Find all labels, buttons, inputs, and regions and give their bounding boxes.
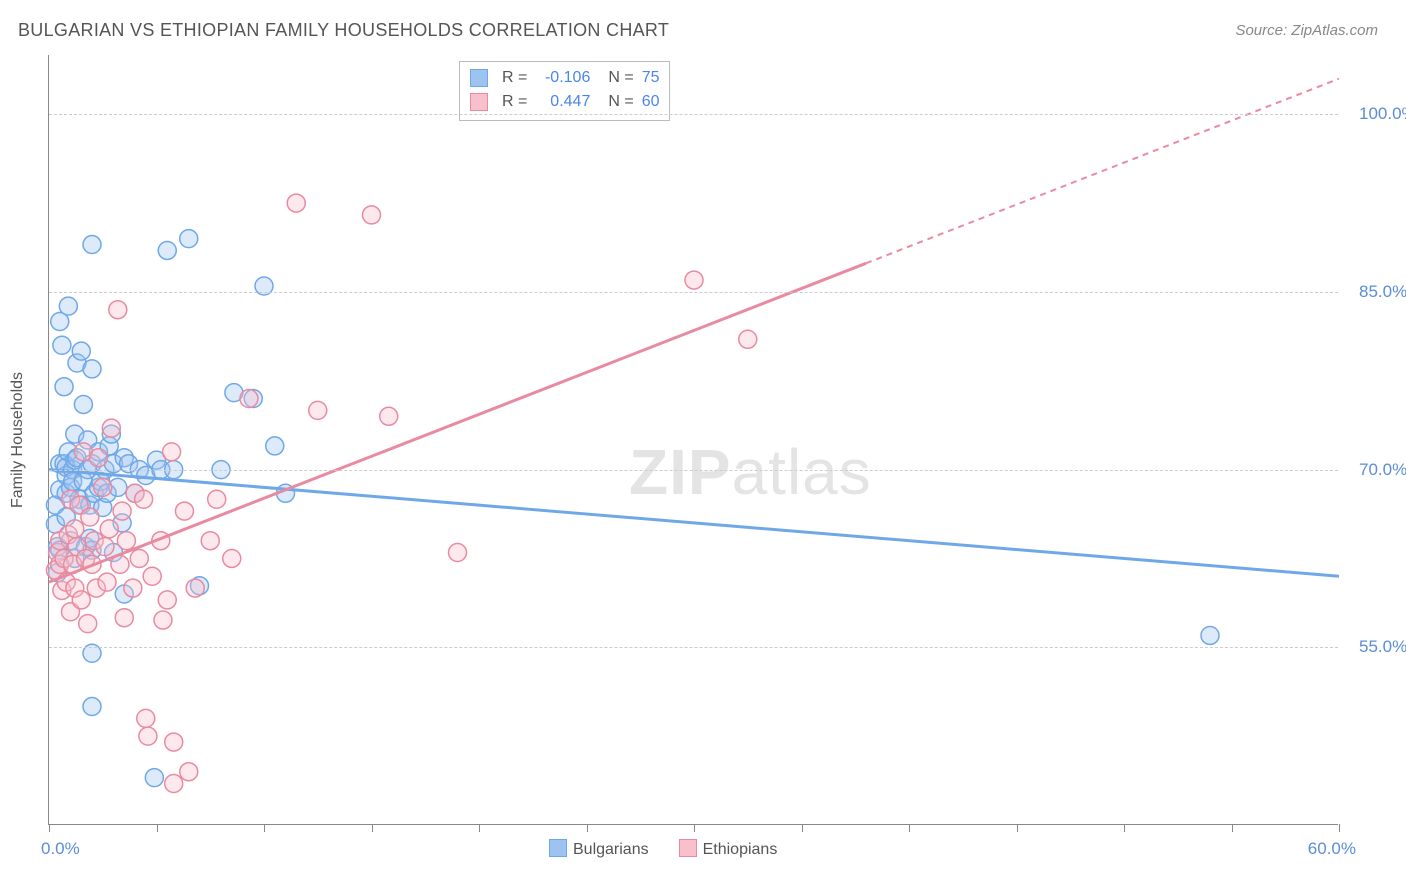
r-value-ethiopians: 0.447 [535,90,590,114]
x-tick [264,824,265,832]
data-point [180,763,198,781]
swatch-ethiopians [470,93,488,111]
data-point [96,538,114,556]
data-point [266,437,284,455]
x-tick [587,824,588,832]
stats-row-bulgarians: R = -0.106 N = 75 [470,66,659,90]
data-point [53,336,71,354]
chart-container: BULGARIAN VS ETHIOPIAN FAMILY HOUSEHOLDS… [0,0,1406,892]
data-point [363,206,381,224]
data-point [449,544,467,562]
data-point [72,342,90,360]
y-tick-label: 70.0% [1359,460,1406,480]
data-point [74,395,92,413]
data-point [163,443,181,461]
y-tick-label: 100.0% [1359,104,1406,124]
x-tick [1017,824,1018,832]
data-point [175,502,193,520]
data-point [109,301,127,319]
stats-legend: R = -0.106 N = 75 R = 0.447 N = 60 [459,61,670,121]
legend-item-bulgarians: Bulgarians [549,839,649,859]
gridline [49,647,1338,648]
data-point [139,727,157,745]
data-point [143,567,161,585]
swatch-ethiopians-bottom [679,839,697,857]
data-point [117,532,135,550]
data-point [115,609,133,627]
data-point [158,241,176,259]
y-tick-label: 55.0% [1359,637,1406,657]
x-tick [372,824,373,832]
gridline [49,292,1338,293]
x-tick-60: 60.0% [1308,839,1356,859]
data-point [113,502,131,520]
x-tick [1232,824,1233,832]
data-point [94,478,112,496]
stats-row-ethiopians: R = 0.447 N = 60 [470,90,659,114]
data-point [208,490,226,508]
x-tick [694,824,695,832]
data-point [180,230,198,248]
data-point [380,407,398,425]
data-point [287,194,305,212]
data-point [102,419,120,437]
data-point [124,579,142,597]
data-point [137,709,155,727]
data-point [165,775,183,793]
data-point [83,360,101,378]
trend-line [49,263,866,582]
x-tick [1124,824,1125,832]
scatter-svg [49,55,1338,824]
gridline [49,114,1338,115]
trend-line [49,470,1339,577]
data-point [130,549,148,567]
data-point [223,549,241,567]
data-point [79,615,97,633]
swatch-bulgarians-bottom [549,839,567,857]
x-tick [49,824,50,832]
x-tick [479,824,480,832]
data-point [100,520,118,538]
x-tick [802,824,803,832]
data-point [55,378,73,396]
data-point [685,271,703,289]
data-point [145,769,163,787]
data-point [739,330,757,348]
data-point [240,390,258,408]
data-point [1201,626,1219,644]
x-tick [157,824,158,832]
data-point [309,401,327,419]
data-point [186,579,204,597]
y-tick-label: 85.0% [1359,282,1406,302]
data-point [165,733,183,751]
n-value-bulgarians: 75 [642,66,660,90]
chart-title: BULGARIAN VS ETHIOPIAN FAMILY HOUSEHOLDS… [18,20,669,41]
legend-bottom: Bulgarians Ethiopians [549,839,777,859]
swatch-bulgarians [470,69,488,87]
x-tick-0: 0.0% [41,839,80,859]
data-point [83,236,101,254]
y-axis-label: Family Households [9,372,27,508]
gridline [49,470,1338,471]
legend-item-ethiopians: Ethiopians [679,839,778,859]
source-label: Source: ZipAtlas.com [1235,22,1378,39]
data-point [83,698,101,716]
data-point [72,591,90,609]
data-point [98,573,116,591]
data-point [154,611,172,629]
x-tick [1339,824,1340,832]
data-point [59,297,77,315]
n-value-ethiopians: 60 [642,90,660,114]
data-point [89,449,107,467]
trend-line-extrapolated [866,79,1339,264]
data-point [66,520,84,538]
data-point [135,490,153,508]
plot-area: ZIPatlas R = -0.106 N = 75 R = 0.447 N =… [48,55,1338,825]
x-tick [909,824,910,832]
data-point [81,508,99,526]
data-point [158,591,176,609]
data-point [201,532,219,550]
r-value-bulgarians: -0.106 [535,66,590,90]
